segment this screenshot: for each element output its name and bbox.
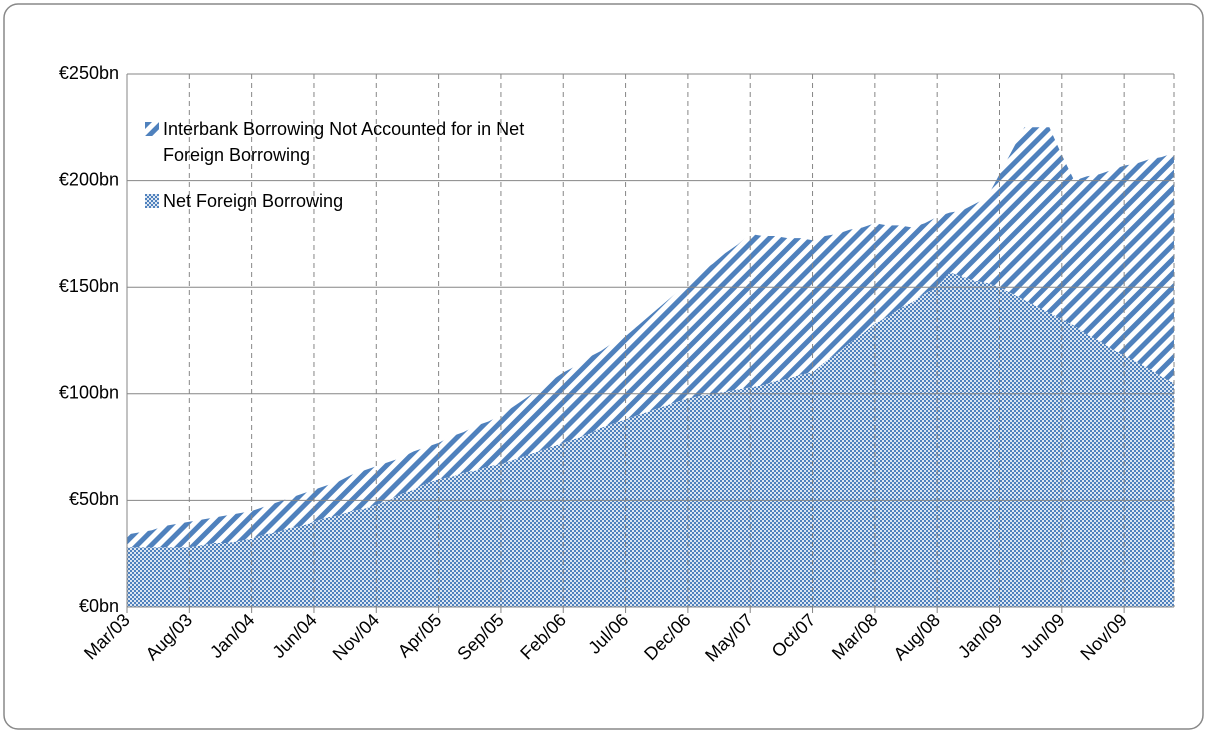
legend-item: Net Foreign Borrowing — [145, 188, 563, 214]
y-tick-label: €0bn — [79, 596, 119, 616]
legend: Interbank Borrowing Not Accounted for in… — [145, 116, 563, 234]
legend-swatch-fill — [145, 122, 159, 136]
legend-item: Interbank Borrowing Not Accounted for in… — [145, 116, 563, 168]
area — [127, 127, 1174, 548]
y-tick-label: €150bn — [59, 276, 119, 296]
y-tick-label: €250bn — [59, 63, 119, 83]
legend-swatch — [145, 122, 159, 136]
y-tick-label: €100bn — [59, 383, 119, 403]
legend-label: Net Foreign Borrowing — [163, 191, 344, 211]
legend-swatch-fill — [145, 194, 159, 208]
legend-label: Interbank Borrowing Not Accounted for in… — [163, 119, 525, 165]
area — [127, 272, 1174, 607]
y-tick-label: €50bn — [69, 489, 119, 509]
legend-swatch — [145, 194, 159, 208]
y-tick-label: €200bn — [59, 169, 119, 189]
